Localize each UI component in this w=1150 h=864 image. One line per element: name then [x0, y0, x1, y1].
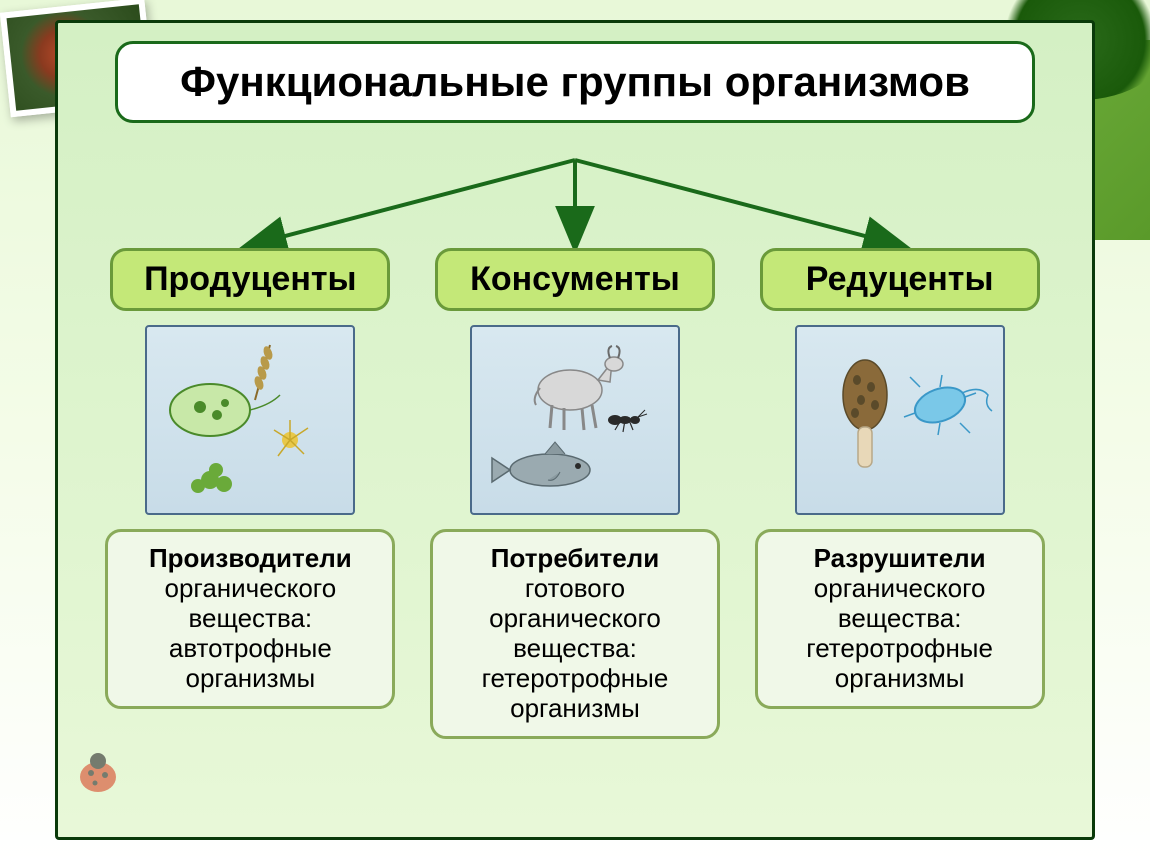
diagram-frame: Функциональные группы организмов Продуце…: [55, 20, 1095, 840]
category-label: Консументы: [470, 260, 680, 298]
column-producers: Продуценты: [100, 248, 400, 739]
desc-rest: органического вещества: автотрофные орга…: [164, 573, 336, 693]
desc-box: Разрушители органического вещества: гете…: [755, 529, 1045, 708]
desc-box: Потребители готового органического вещес…: [430, 529, 720, 738]
category-box: Редуценты: [760, 248, 1040, 311]
image-decomposers: [795, 325, 1005, 515]
image-producers: [145, 325, 355, 515]
image-consumers: [470, 325, 680, 515]
category-box: Консументы: [435, 248, 715, 311]
desc-box: Производители органического вещества: ав…: [105, 529, 395, 708]
hierarchy-arrows: [58, 158, 1092, 258]
category-label: Продуценты: [144, 260, 356, 298]
desc-rest: органического вещества: гетеротрофные ор…: [806, 573, 993, 693]
ladybug-icon: [73, 747, 123, 797]
title-text: Функциональные группы организмов: [180, 58, 970, 105]
desc-bold: Потребители: [491, 543, 659, 573]
desc-rest: готового органического вещества: гетерот…: [482, 573, 669, 723]
category-label: Редуценты: [806, 260, 994, 298]
desc-bold: Производители: [149, 543, 352, 573]
columns-container: Продуценты: [58, 248, 1092, 739]
column-consumers: Консументы: [425, 248, 725, 739]
desc-bold: Разрушители: [814, 543, 986, 573]
category-box: Продуценты: [110, 248, 390, 311]
column-decomposers: Редуценты: [750, 248, 1050, 739]
title-box: Функциональные группы организмов: [115, 41, 1035, 123]
